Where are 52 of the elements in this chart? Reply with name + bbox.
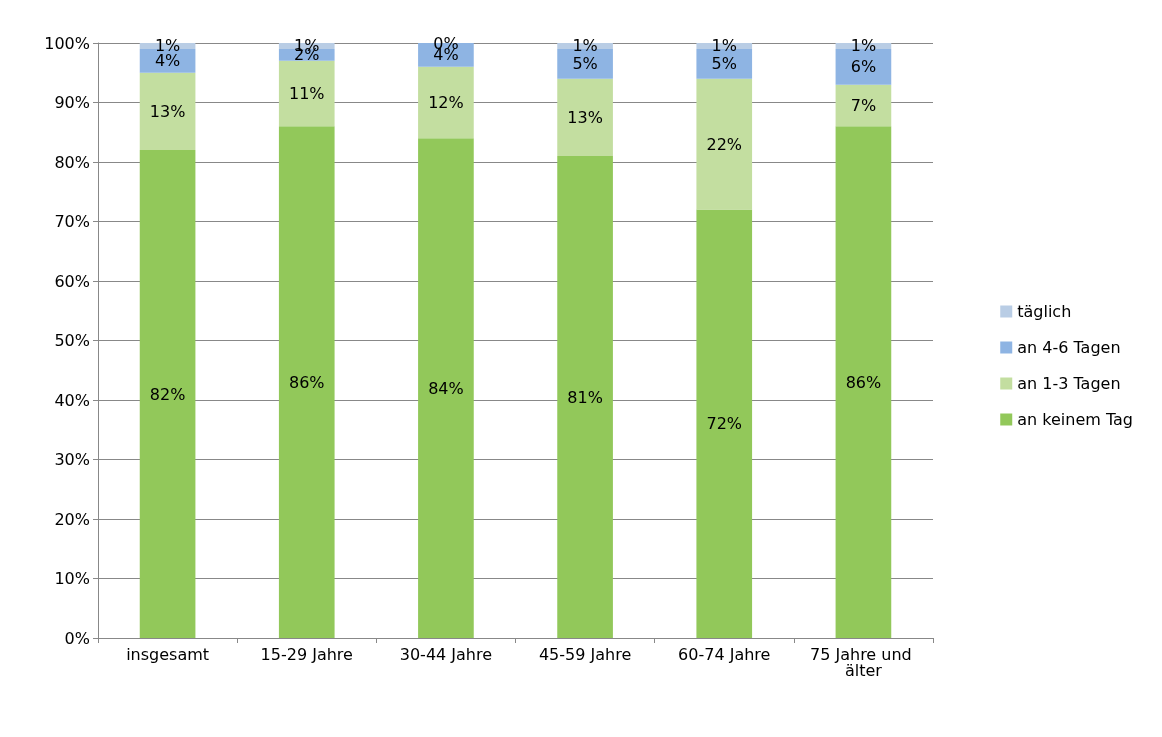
data-label: 12% xyxy=(428,93,464,112)
x-tick-label: 15-29 Jahre xyxy=(260,644,353,664)
y-tick-label: 10% xyxy=(54,569,90,588)
data-label: 6% xyxy=(850,57,877,77)
data-label: 1% xyxy=(850,36,877,56)
data-label: 11% xyxy=(288,84,325,104)
bar xyxy=(278,60,335,127)
bar xyxy=(418,138,474,638)
data-label: 84% xyxy=(428,378,464,398)
data-label: 72% xyxy=(706,414,743,434)
legend-label: an 4-6 Tagen xyxy=(1017,338,1121,357)
bar xyxy=(557,156,613,638)
x-tick-label: insgesamt xyxy=(126,644,210,664)
x-tick-label: 30-44 Jahre xyxy=(399,644,493,664)
data-label: 1% xyxy=(711,36,737,56)
bar xyxy=(696,209,753,638)
data-label: 5% xyxy=(711,54,737,74)
y-tick-label: 70% xyxy=(54,212,90,231)
y-tick-label: 30% xyxy=(54,450,90,469)
bar xyxy=(139,72,196,151)
data-label: 4% xyxy=(154,51,181,71)
bar xyxy=(835,126,892,638)
data-label: 13% xyxy=(567,107,603,127)
data-label: 7% xyxy=(850,95,877,115)
legend-label: täglich xyxy=(1017,302,1072,321)
y-tick-label: 100% xyxy=(44,33,90,53)
y-tick-label: 60% xyxy=(54,271,90,291)
y-tick-label: 90% xyxy=(54,93,90,112)
data-label: 81% xyxy=(567,387,603,407)
legend-label: an keinem Tag xyxy=(1017,410,1134,429)
data-label: 22% xyxy=(706,134,743,154)
bar xyxy=(139,150,196,638)
y-tick-label: 40% xyxy=(54,390,90,410)
y-tick-label: 50% xyxy=(54,331,90,350)
y-tick-label: 20% xyxy=(54,509,90,529)
x-tick-label: 75 Jahre und älter xyxy=(810,644,917,680)
y-tick-label: 80% xyxy=(54,152,90,172)
x-tick-label: 45-59 Jahre xyxy=(538,644,632,664)
bar xyxy=(835,84,892,127)
data-label: 86% xyxy=(845,372,882,392)
data-label: 86% xyxy=(288,372,325,392)
x-tick-label: 60-74 Jahre xyxy=(678,644,771,664)
data-label: 13% xyxy=(149,101,186,121)
data-label: 82% xyxy=(149,384,186,404)
legend-label: an 1-3 Tagen xyxy=(1017,374,1121,393)
bar xyxy=(278,126,335,638)
data-label: 5% xyxy=(572,54,598,74)
bar xyxy=(418,66,474,139)
bar xyxy=(557,78,613,157)
data-label: 1% xyxy=(572,36,598,56)
bar xyxy=(696,78,753,210)
y-tick-label: 0% xyxy=(64,628,90,648)
